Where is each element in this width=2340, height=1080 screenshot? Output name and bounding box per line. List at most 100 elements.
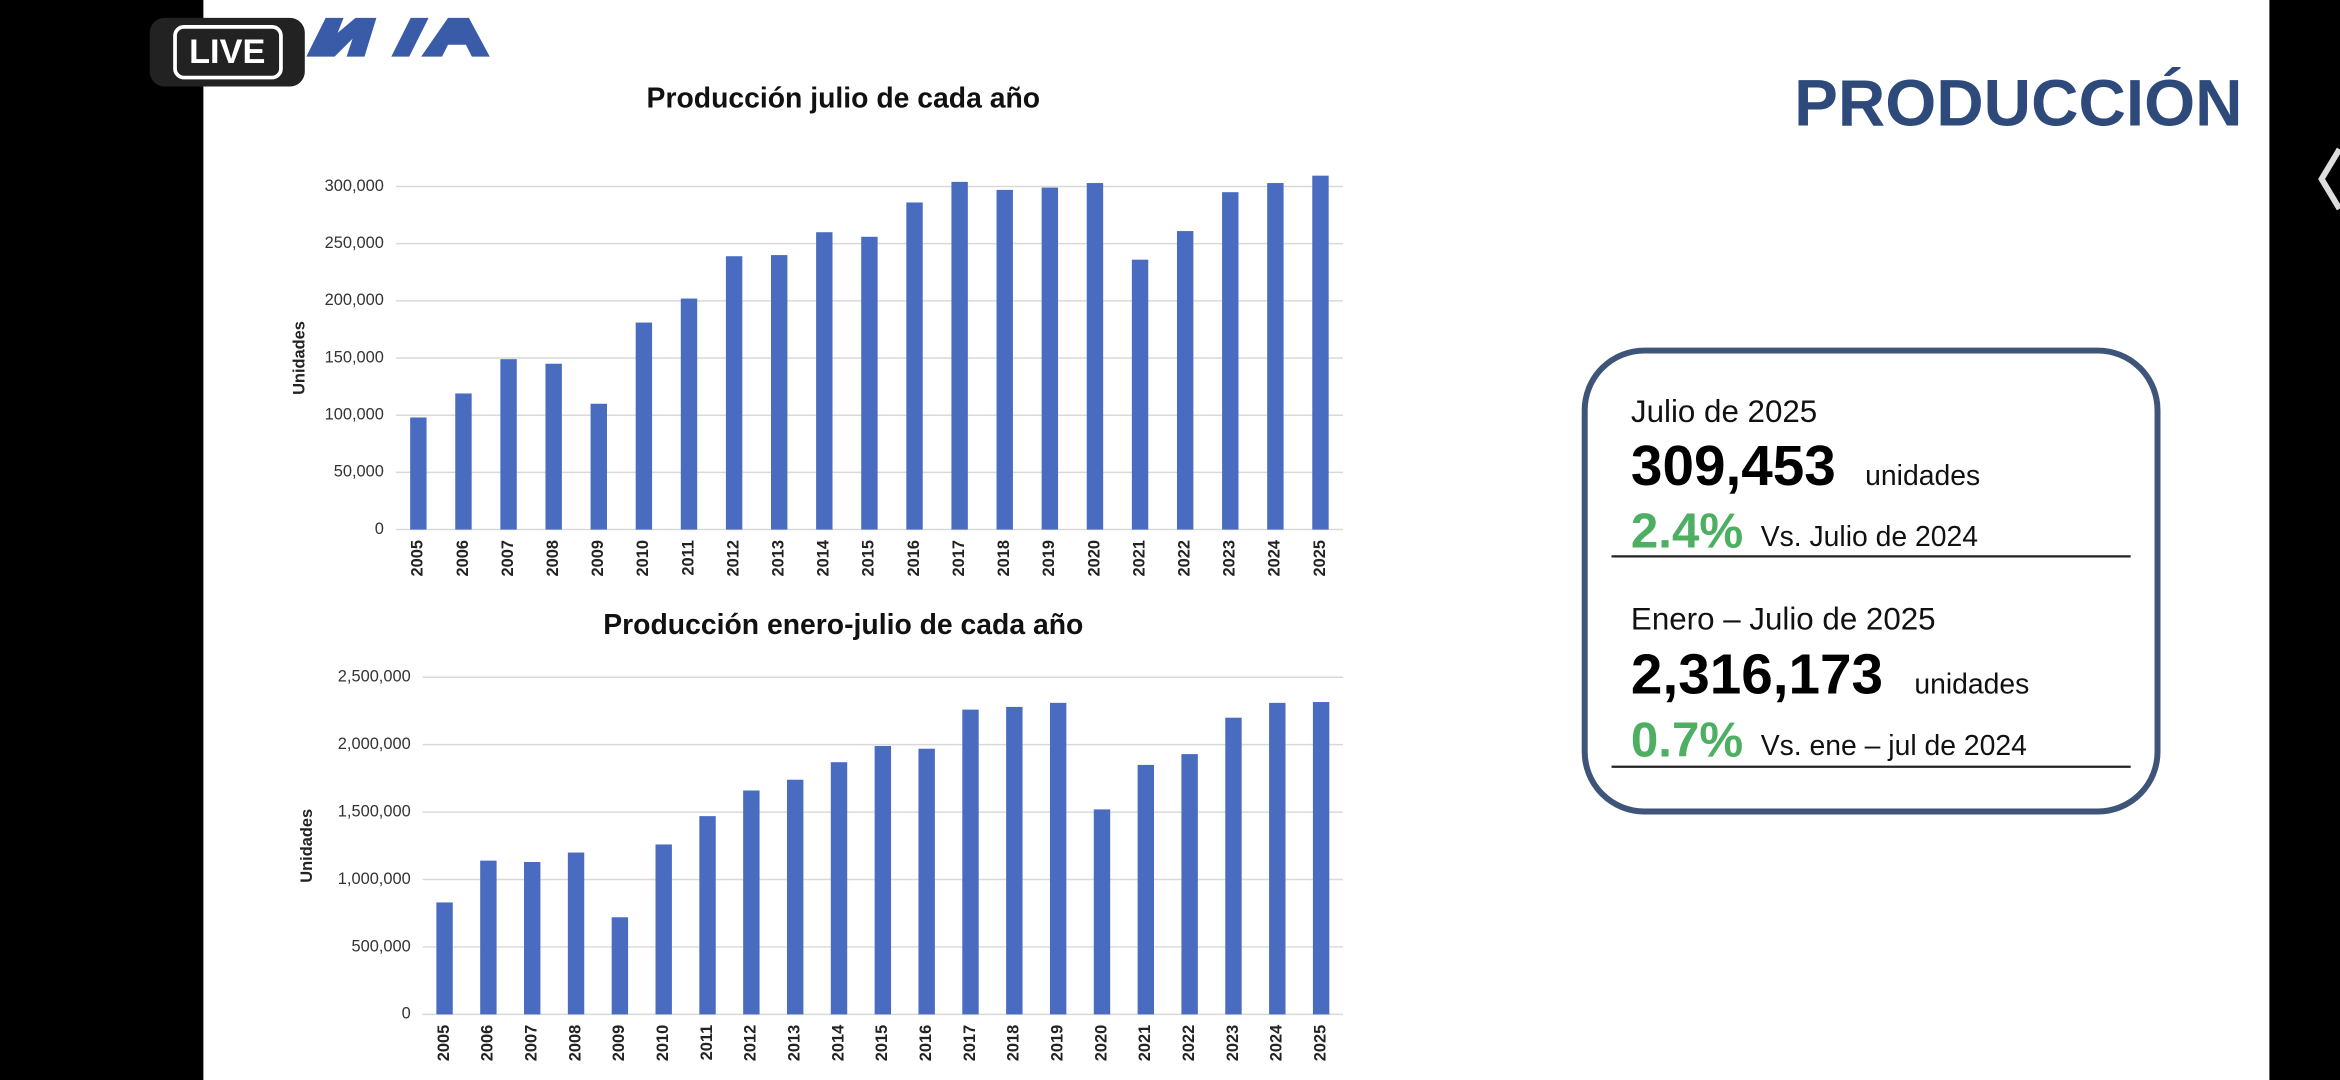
bar [611, 917, 629, 1015]
y-tick-label: 0 [402, 1005, 411, 1023]
logo [306, 17, 490, 57]
bar [635, 322, 653, 530]
x-tick-label: 2024 [1268, 1024, 1286, 1061]
summary-box [1581, 347, 2161, 815]
x-tick-label: 2014 [829, 1024, 847, 1061]
x-tick-label: 2011 [698, 1025, 716, 1061]
summary-heading: Enero – Julio de 2025 [1631, 602, 1936, 637]
bar [1267, 183, 1284, 530]
bar [962, 709, 979, 1015]
x-tick-label: 2010 [634, 540, 652, 576]
x-tick-label: 2012 [742, 1025, 760, 1061]
x-tick-label: 2007 [499, 540, 517, 576]
bar [725, 256, 743, 530]
bar [480, 860, 497, 1015]
bar [524, 861, 541, 1015]
x-tick-label: 2017 [961, 1025, 979, 1061]
x-tick-label: 2015 [860, 540, 878, 576]
bar [1049, 702, 1067, 1015]
bar [1041, 187, 1059, 530]
y-tick-label: 2,000,000 [338, 735, 411, 753]
side-chevron[interactable] [2318, 147, 2340, 211]
bar [1312, 702, 1330, 1015]
x-tick-label: 2022 [1180, 1025, 1198, 1061]
y-tick-label: 300,000 [325, 177, 384, 195]
bar [410, 417, 427, 530]
live-badge[interactable] [149, 17, 305, 87]
x-tick-label: 2017 [950, 540, 968, 576]
bar [1131, 259, 1149, 530]
y-tick-label: 150,000 [325, 348, 384, 366]
x-tick-label: 2019 [1048, 1025, 1066, 1061]
y-tick-label: 1,000,000 [338, 870, 411, 888]
bar [996, 189, 1013, 530]
y-tick-label: 1,500,000 [338, 802, 411, 820]
x-tick-label: 2025 [1311, 1025, 1329, 1061]
live-text: LIVE [189, 33, 265, 71]
bar [918, 748, 935, 1015]
bar [500, 359, 517, 530]
bar [455, 393, 472, 530]
y-tick-label: 200,000 [325, 291, 384, 309]
x-tick-label: 2010 [654, 1025, 672, 1061]
x-tick-label: 2024 [1266, 539, 1284, 576]
x-tick-label: 2006 [479, 1025, 497, 1061]
x-tick-label: 2025 [1311, 540, 1329, 576]
x-tick-label: 2009 [610, 1025, 628, 1061]
summary-change: 2.4% [1631, 503, 1743, 558]
bar [1269, 702, 1286, 1015]
x-tick-label: 2023 [1221, 540, 1239, 576]
x-tick-label: 2018 [1005, 1025, 1023, 1061]
x-tick-label: 2016 [905, 540, 923, 576]
summary-value: 309,453 [1631, 435, 1836, 498]
x-tick-label: 2016 [917, 1025, 935, 1061]
bar [1312, 175, 1329, 530]
x-tick-label: 2012 [724, 540, 742, 576]
bar [1093, 809, 1111, 1015]
x-tick-label: 2009 [589, 540, 607, 576]
x-tick-label: 2018 [995, 540, 1013, 576]
x-tick-label: 2011 [679, 540, 697, 576]
x-tick-label: 2015 [873, 1025, 891, 1061]
x-tick-label: 2006 [454, 540, 472, 576]
x-tick-label: 2013 [786, 1025, 804, 1061]
x-tick-label: 2022 [1175, 540, 1193, 576]
bar [436, 902, 453, 1015]
y-tick-label: 0 [375, 520, 384, 538]
x-tick-label: 2023 [1224, 1025, 1242, 1061]
summary-unit: unidades [1865, 460, 1980, 492]
x-tick-label: 2014 [815, 539, 833, 576]
x-tick-label: 2020 [1092, 1025, 1110, 1061]
x-tick-label: 2021 [1136, 1025, 1154, 1061]
bar [1086, 183, 1104, 530]
live-border [173, 24, 283, 80]
y-axis-label: Unidades [298, 809, 316, 883]
x-tick-label: 2005 [409, 540, 427, 576]
bar [680, 298, 698, 530]
x-tick-label: 2008 [566, 1025, 584, 1061]
x-tick-label: 2005 [435, 1025, 453, 1061]
summary-comparison: Vs. ene – jul de 2024 [1761, 730, 2027, 762]
bar [1225, 717, 1242, 1015]
chart-title: Producción enero-julio de cada año [603, 609, 1083, 641]
bar [816, 232, 833, 530]
bar [830, 762, 848, 1015]
summary-change: 0.7% [1631, 712, 1743, 767]
y-axis-label: Unidades [291, 321, 309, 395]
chart-title: Producción julio de cada año [647, 82, 1041, 114]
bar [545, 363, 562, 530]
summary-heading: Julio de 2025 [1631, 394, 1817, 429]
y-tick-label: 50,000 [334, 463, 384, 481]
bar [743, 790, 760, 1015]
y-tick-label: 500,000 [351, 937, 410, 955]
bar [655, 844, 672, 1015]
bar [699, 816, 716, 1015]
bar [1222, 192, 1239, 530]
x-tick-label: 2007 [523, 1025, 541, 1061]
y-tick-label: 100,000 [325, 406, 384, 424]
bar [951, 181, 968, 530]
x-tick-label: 2019 [1040, 540, 1058, 576]
x-tick-label: 2020 [1085, 540, 1103, 576]
